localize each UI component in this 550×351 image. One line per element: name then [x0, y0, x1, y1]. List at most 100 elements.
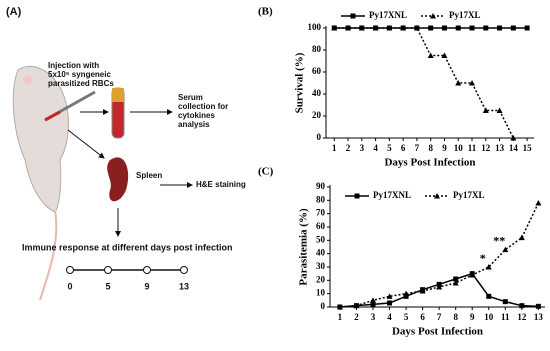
mouse-tail [39, 209, 58, 301]
x-tick-label: 7 [437, 312, 442, 322]
x-tick-label: 10 [484, 312, 494, 322]
marker [386, 293, 393, 299]
mouse-ear [23, 75, 33, 85]
marker [441, 25, 447, 31]
marker [455, 25, 461, 31]
x-tick-label: 2 [346, 143, 351, 153]
panel-a: (A) Injection with 5x10⁵ syngeneic paras… [6, 6, 246, 301]
x-tick-label: 8 [453, 312, 458, 322]
x-tick-label: 12 [517, 312, 527, 322]
marker [469, 80, 476, 86]
y-tick-label: 10 [316, 288, 326, 298]
marker [519, 303, 525, 309]
x-tick-label: 12 [481, 143, 491, 153]
marker [403, 293, 409, 299]
legend-label: Py17XL [453, 190, 485, 200]
y-tick-label: 100 [308, 22, 322, 32]
series-line [339, 202, 540, 308]
x-tick-label: 4 [373, 143, 378, 153]
series-line [339, 272, 539, 308]
x-tick-label: 5 [387, 143, 392, 153]
marker [403, 290, 410, 297]
marker [441, 52, 448, 58]
marker [469, 272, 476, 278]
timeline-label: 5 [105, 281, 110, 291]
marker [370, 297, 376, 303]
x-tick-label: 6 [420, 312, 425, 322]
x-tick-label: 15 [523, 143, 533, 153]
marker [400, 25, 407, 31]
marker [331, 25, 338, 31]
marker [434, 193, 440, 199]
x-tick-label: 11 [468, 143, 477, 153]
y-tick-label: 60 [312, 66, 322, 76]
timeline-node [180, 266, 188, 274]
marker [427, 52, 434, 58]
marker [452, 280, 459, 286]
marker [419, 288, 426, 294]
spleen-text: Spleen [136, 171, 162, 180]
serum-text: cytokines [178, 111, 215, 120]
panel-label: (A) [6, 6, 22, 18]
x-tick-label: 3 [371, 312, 376, 322]
x-axis-label: Days Post Infection [392, 326, 483, 338]
marker [413, 25, 420, 31]
serum-text: Serum [178, 93, 203, 102]
y-tick-label: 90 [316, 181, 326, 191]
marker [486, 293, 492, 299]
marker [469, 25, 475, 31]
series-line [334, 27, 515, 139]
x-tick-label: 3 [360, 143, 365, 153]
x-axis-label: Days Post Infection [384, 157, 475, 169]
marker [482, 107, 489, 113]
marker [502, 246, 509, 253]
marker [358, 25, 365, 31]
staining-text: H&E staining [196, 180, 246, 189]
injection-text: parasitized RBCs [48, 79, 114, 88]
marker [497, 25, 503, 31]
marker [336, 304, 343, 310]
x-tick-label: 8 [428, 143, 433, 153]
marker [485, 264, 492, 270]
marker [518, 234, 525, 241]
x-tick-label: 6 [401, 143, 406, 153]
x-tick-label: 1 [338, 312, 343, 322]
y-tick-label: 50 [316, 234, 326, 244]
mouse [12, 65, 69, 213]
marker [510, 25, 516, 31]
x-tick-label: 9 [470, 312, 475, 322]
x-tick-label: 13 [534, 312, 544, 322]
y-tick-label: 60 [316, 221, 326, 231]
arrow [67, 129, 105, 159]
timeline-label: 0 [67, 281, 72, 291]
marker [353, 302, 360, 309]
syringe-fluid [44, 110, 61, 122]
x-tick-label: 5 [404, 312, 409, 322]
marker [535, 303, 541, 309]
marker [436, 284, 443, 290]
annotation: ** [493, 233, 505, 247]
y-tick-label: 80 [312, 44, 322, 54]
y-tick-label: 0 [321, 301, 326, 311]
timeline-label: 13 [179, 281, 189, 291]
y-tick-label: 0 [317, 132, 322, 142]
y-axis-label: Parasitemia (%) [298, 208, 310, 286]
y-tick-label: 40 [316, 248, 326, 258]
x-tick-label: 10 [454, 143, 464, 153]
y-tick-label: 30 [316, 261, 326, 271]
marker [354, 193, 360, 199]
y-tick-label: 70 [316, 208, 326, 218]
marker [387, 300, 393, 306]
y-tick-label: 40 [312, 88, 322, 98]
marker [372, 25, 379, 31]
immune-text: Immune response at different days post i… [22, 242, 233, 252]
marker [524, 25, 530, 31]
marker [455, 80, 462, 86]
marker [510, 135, 517, 141]
legend-label: Py17XNL [369, 10, 407, 20]
timeline-node [143, 266, 151, 274]
x-tick-label: 2 [354, 312, 359, 322]
